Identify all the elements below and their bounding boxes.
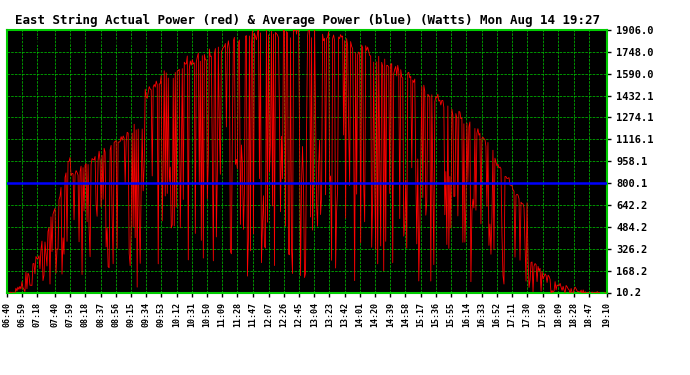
Text: Copyright 2006 Cartronics.com: Copyright 2006 Cartronics.com xyxy=(10,38,155,47)
Title: East String Actual Power (red) & Average Power (blue) (Watts) Mon Aug 14 19:27: East String Actual Power (red) & Average… xyxy=(14,14,600,27)
